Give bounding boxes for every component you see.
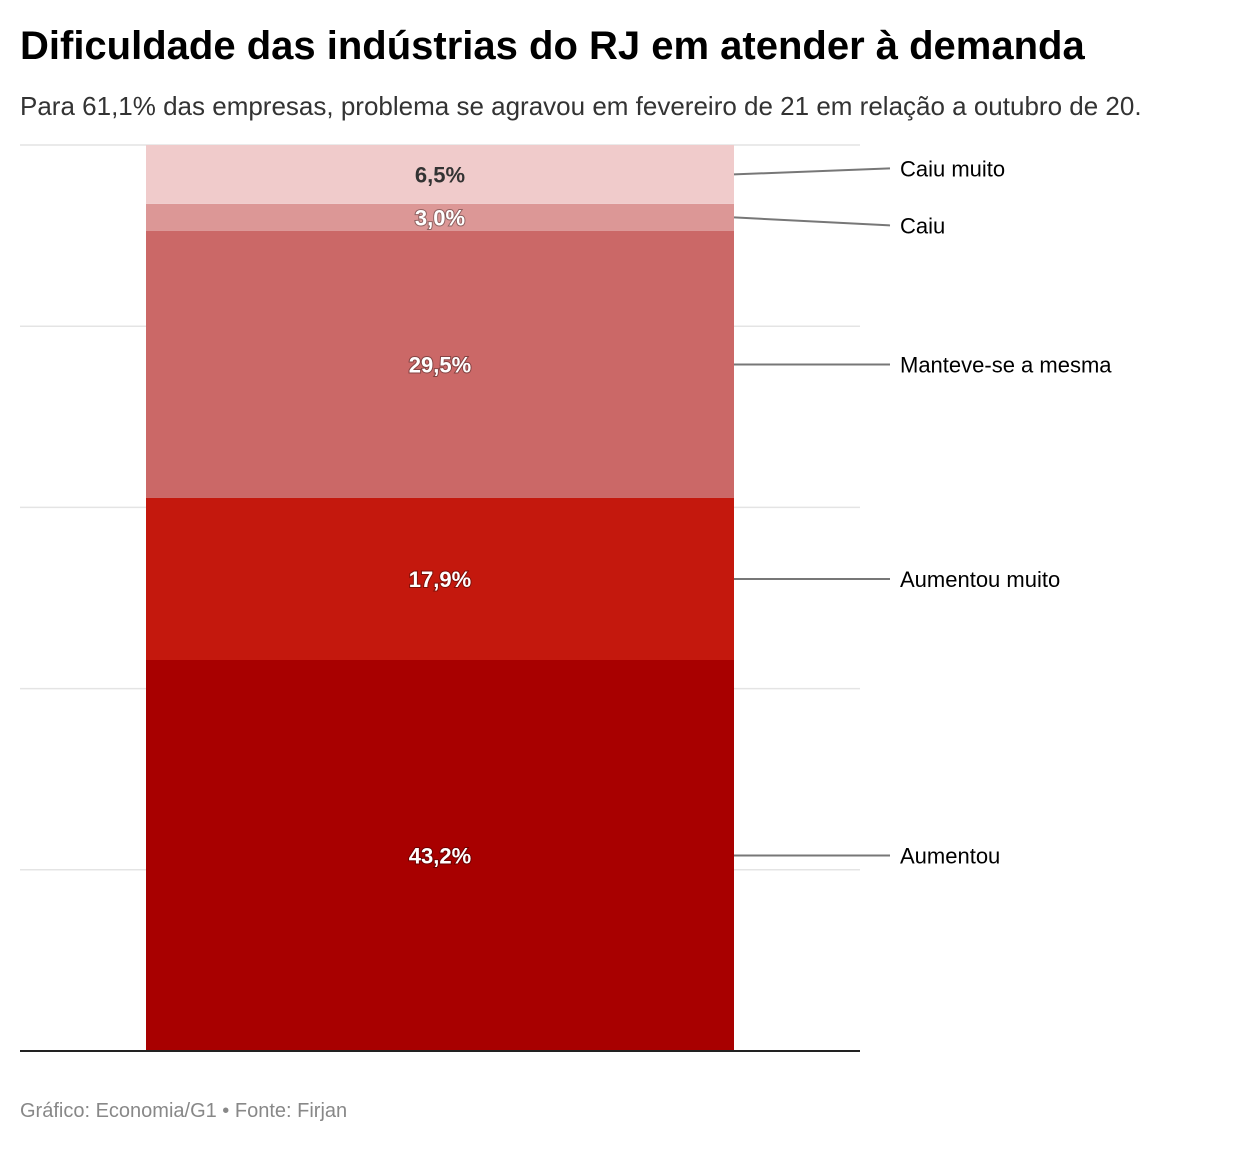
bar-segment <box>146 659 734 1051</box>
chart-subtitle: Para 61,1% das empresas, problema se agr… <box>20 91 1142 121</box>
chart-title: Dificuldade das indústrias do RJ em aten… <box>20 24 1085 68</box>
leader-lines <box>733 167 891 857</box>
series-label: Aumentou <box>900 843 1000 868</box>
bar-segment <box>146 230 734 498</box>
leader-line <box>733 216 891 227</box>
segment-labels: 43,2% 17,9% 29,5% 3,0% 6,5% <box>408 162 472 869</box>
bar-segment <box>146 497 734 660</box>
segment-value-label: 6,5% <box>415 162 465 187</box>
segment-value-label: 29,5% <box>409 352 471 377</box>
series-label: Aumentou muito <box>900 567 1060 592</box>
segment-value-label: 17,9% <box>409 567 471 592</box>
series-label: Caiu muito <box>900 156 1005 181</box>
segment-value-label: 43,2% <box>409 843 471 868</box>
segment-value-label: 3,0% <box>415 205 465 230</box>
chart-footer: Gráfico: Economia/G1 • Fonte: Firjan <box>20 1100 348 1122</box>
leader-line <box>733 167 891 176</box>
bar-segments <box>146 145 734 1051</box>
bar-segment <box>146 203 734 231</box>
series-label: Manteve-se a mesma <box>900 352 1112 377</box>
bar-segment <box>146 145 734 204</box>
series-label: Caiu <box>900 213 945 238</box>
series-labels: Aumentou Aumentou muito Manteve-se a mesma… <box>900 156 1112 868</box>
